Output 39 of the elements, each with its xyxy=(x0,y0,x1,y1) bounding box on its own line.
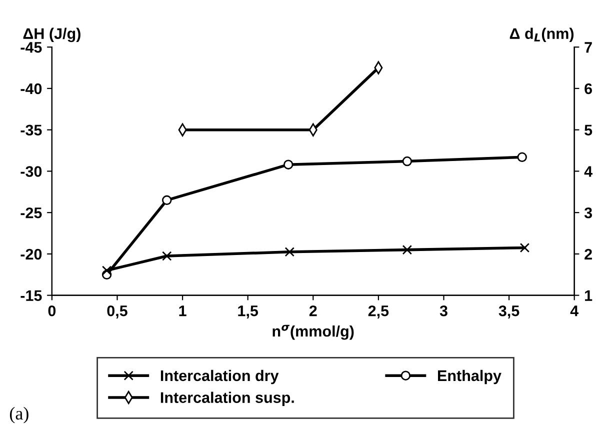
x-tick-label: 3 xyxy=(440,305,448,316)
point xyxy=(402,244,412,255)
y2-tick-label: 1 xyxy=(585,290,592,301)
x-tick-label: 1 xyxy=(179,306,186,316)
y2-axis-title: Δ d$_{L}$(nm) xyxy=(510,28,574,42)
x-tick-label: 4 xyxy=(570,306,579,316)
x-tick-label: 1,5 xyxy=(238,306,258,318)
x-tick-label: 2 xyxy=(309,305,317,316)
x-tick-label: 3,5 xyxy=(498,305,520,318)
y-tick-label: -35 xyxy=(20,124,42,136)
x-tick-label: 0,5 xyxy=(107,305,128,318)
legend-label: Intercalation susp. xyxy=(160,392,294,406)
point xyxy=(520,242,530,253)
y-tick-label: -40 xyxy=(20,83,42,94)
text: (a) xyxy=(10,406,28,424)
x-tick-label: 2,5 xyxy=(368,305,389,318)
x-axis-title: n$^{σ}$(mmol/g) xyxy=(272,324,354,340)
point xyxy=(517,152,527,162)
point xyxy=(402,156,412,166)
y-axis-title: ΔH (J/g) xyxy=(23,28,80,42)
y2-tick-label: 3 xyxy=(584,207,592,218)
legend-label: Intercalation dry xyxy=(160,370,279,384)
y2-tick-label: 7 xyxy=(584,42,592,53)
y2-tick-label: 6 xyxy=(584,83,592,94)
point xyxy=(284,247,294,257)
y-tick-label: -45 xyxy=(20,42,42,53)
y-tick-label: -15 xyxy=(20,290,42,302)
legend-label: Enthalpy xyxy=(438,370,502,384)
y2-tick-label: 4 xyxy=(584,166,592,177)
y2-tick-label: 2 xyxy=(584,248,592,260)
y-tick-label: -25 xyxy=(20,207,42,218)
y2-tick-label: 5 xyxy=(584,124,592,136)
point xyxy=(102,266,112,276)
point xyxy=(283,160,294,170)
x-tick-label: 0 xyxy=(48,305,56,316)
y-tick-label: -20 xyxy=(20,248,42,260)
point xyxy=(162,195,172,206)
y-tick-label: -30 xyxy=(20,166,42,177)
point xyxy=(162,251,172,261)
